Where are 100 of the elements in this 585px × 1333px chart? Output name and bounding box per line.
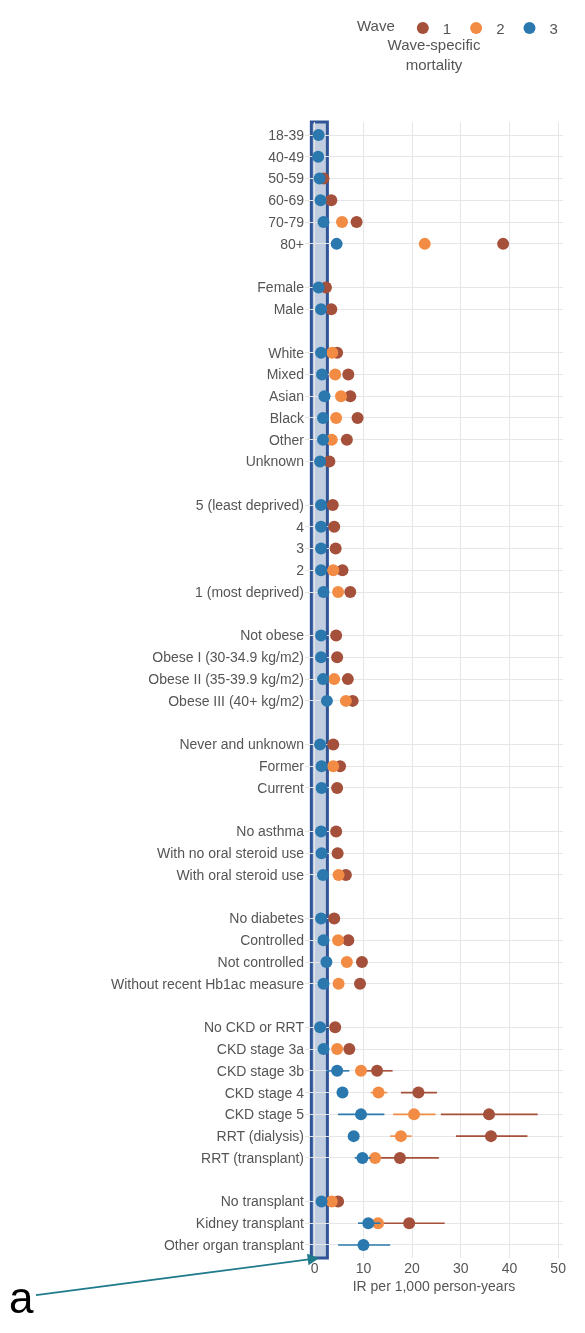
point (331, 781, 344, 794)
point (325, 303, 338, 316)
y-tick-label: Male (273, 301, 305, 318)
y-tick-label: Kidney transplant (195, 1215, 305, 1232)
x-tick-label: 20 (404, 1260, 421, 1276)
chart-title: Wave-specific mortality (387, 36, 481, 73)
point (342, 934, 355, 947)
y-tick-label: With oral steroid use (176, 866, 305, 883)
point (315, 651, 328, 664)
y-tick-label: No asthma (236, 823, 305, 840)
point (357, 1238, 370, 1251)
point (317, 1043, 330, 1056)
point (328, 520, 341, 533)
y-tick-label: 18-39 (268, 126, 305, 143)
point (408, 1108, 421, 1121)
y-tick-label: 70-79 (268, 214, 305, 231)
point (315, 542, 328, 555)
point (356, 1151, 369, 1164)
x-tick-label: 50 (550, 1260, 567, 1276)
point (314, 194, 327, 207)
point (326, 346, 339, 359)
point (330, 237, 343, 250)
point (497, 237, 510, 250)
point (340, 956, 353, 969)
point (325, 1195, 338, 1208)
point (418, 237, 431, 250)
y-tick-label: Not controlled (217, 953, 304, 970)
y-tick-label: No CKD or RRT (203, 1019, 305, 1036)
point (314, 1021, 327, 1034)
point (331, 651, 344, 664)
y-tick-label: No diabetes (229, 910, 304, 927)
point (336, 216, 348, 229)
point (484, 1130, 497, 1143)
y-tick-label: CKD stage 3a (216, 1040, 305, 1057)
point (332, 934, 345, 947)
y-tick-label: 50-59 (268, 170, 305, 187)
point (332, 977, 345, 990)
point (350, 216, 363, 229)
point (403, 1217, 416, 1230)
point (317, 977, 330, 990)
y-tick-label: Obese I (30-34.9 kg/m2) (152, 649, 304, 666)
point (339, 694, 352, 707)
point (342, 368, 355, 381)
point (335, 390, 348, 403)
point (315, 564, 328, 577)
y-tick-label: CKD stage 4 (224, 1084, 305, 1101)
point (312, 150, 325, 163)
point (314, 455, 327, 468)
point (393, 1151, 406, 1164)
point (327, 738, 340, 751)
point (315, 760, 328, 773)
y-tick-label: Not obese (240, 627, 305, 644)
point (317, 433, 330, 446)
point (315, 825, 328, 838)
point (330, 629, 343, 642)
point (329, 1021, 342, 1034)
point (328, 673, 341, 686)
point (331, 1064, 344, 1077)
y-tick-label: 4 (296, 518, 305, 535)
x-tick-label: 10 (355, 1260, 372, 1276)
y-tick-label: 2 (296, 562, 305, 579)
y-tick-label: Mixed (266, 366, 304, 383)
point (317, 411, 330, 424)
point (354, 977, 367, 990)
y-tick-label: Obese III (40+ kg/m2) (168, 692, 304, 709)
y-tick-label: CKD stage 5 (224, 1106, 305, 1123)
band-label: a (9, 1273, 34, 1322)
point (347, 1130, 360, 1143)
point (327, 564, 340, 577)
point (315, 346, 328, 359)
legend-label: 2 (496, 19, 505, 37)
point (314, 738, 327, 751)
point (317, 586, 330, 599)
point (317, 673, 330, 686)
point (394, 1130, 407, 1143)
point (332, 586, 345, 599)
point (372, 1086, 385, 1099)
y-tick-label: Other organ transplant (163, 1236, 305, 1253)
y-tick-label: 1 (most deprived) (195, 583, 304, 600)
point (325, 194, 338, 207)
point (317, 868, 330, 881)
point (329, 542, 342, 555)
point (315, 912, 328, 925)
y-tick-label: Unknown (245, 453, 304, 470)
y-tick-label: Black (269, 409, 305, 426)
y-tick-label: 3 (296, 540, 305, 557)
y-tick-label: 80+ (280, 235, 304, 252)
point (316, 368, 329, 381)
y-tick-label: Obese II (35-39.9 kg/m2) (148, 671, 304, 688)
y-tick-label: 5 (least deprived) (195, 496, 304, 513)
point (341, 673, 354, 686)
point (332, 868, 345, 881)
point (351, 411, 364, 424)
point (315, 499, 328, 512)
point (318, 390, 331, 403)
y-tick-label: Current (257, 779, 305, 796)
point (312, 129, 325, 142)
point (317, 934, 330, 947)
point (331, 847, 344, 860)
point (412, 1086, 425, 1099)
